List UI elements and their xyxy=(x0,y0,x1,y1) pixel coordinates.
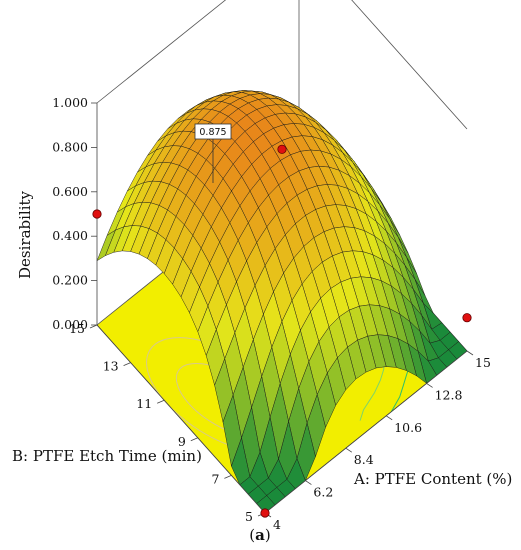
x-tick-label: 8.4 xyxy=(354,452,374,467)
x-tick-label: 10.6 xyxy=(394,420,422,435)
box-edge-back-top-right xyxy=(351,0,468,130)
design-point-marker xyxy=(92,209,102,219)
y-tick-label: 13 xyxy=(103,359,119,374)
z-axis-label: Desirability xyxy=(16,190,34,279)
caption-open: ( xyxy=(249,526,255,544)
x-tick-mark xyxy=(466,350,474,356)
z-tick-label: 0.600 xyxy=(52,184,88,199)
x-tick-mark xyxy=(345,447,353,453)
response-surface xyxy=(96,90,468,514)
x-tick-label: 12.8 xyxy=(435,387,463,402)
z-tick-label: 0.000 xyxy=(52,317,88,332)
annotation-label: 0.875 xyxy=(199,127,226,138)
z-tick-label: 0.400 xyxy=(52,228,88,243)
x-tick-mark xyxy=(426,383,433,388)
z-tick-label: 0.800 xyxy=(52,139,88,154)
y-tick-label: 9 xyxy=(178,434,186,449)
y-tick-mark xyxy=(224,475,232,479)
x-tick-label: 6.2 xyxy=(313,485,333,500)
x-tick-mark xyxy=(305,480,312,485)
y-tick-mark xyxy=(123,362,131,366)
y-tick-mark xyxy=(157,399,165,404)
design-point-marker xyxy=(277,144,287,154)
design-points xyxy=(92,144,472,518)
tick-labels: 0.000 0.200 0.400 0.600 0.800 1.000 5 7 9 11 13 15 4… xyxy=(52,95,491,532)
design-point-marker xyxy=(462,313,472,323)
y-tick-mark xyxy=(190,437,198,442)
y-axis-label: B: PTFE Etch Time (min) xyxy=(12,447,202,465)
z-tick-label: 0.200 xyxy=(52,273,88,288)
z-tick-label: 1.000 xyxy=(52,95,88,110)
box-edge-y-axis xyxy=(96,324,266,514)
x-tick-mark xyxy=(385,415,393,421)
box-edge-back-top-left xyxy=(96,0,227,104)
y-tick-label: 15 xyxy=(69,321,85,336)
caption-letter: a xyxy=(255,526,265,544)
x-tick-label: 15 xyxy=(475,355,491,370)
x-axis-label: A: PTFE Content (%) xyxy=(353,470,512,488)
design-point-marker xyxy=(260,508,270,518)
x-tick-label: 4 xyxy=(273,517,281,532)
y-tick-label: 11 xyxy=(136,396,152,411)
caption-close: ) xyxy=(265,526,271,544)
value-flag: 0.875 xyxy=(194,123,232,183)
y-tick-label: 5 xyxy=(245,509,253,524)
figure-caption: (a) xyxy=(249,526,270,544)
y-tick-mark xyxy=(89,324,98,329)
box-edge-x-axis xyxy=(264,350,468,514)
y-tick-label: 7 xyxy=(211,471,219,486)
